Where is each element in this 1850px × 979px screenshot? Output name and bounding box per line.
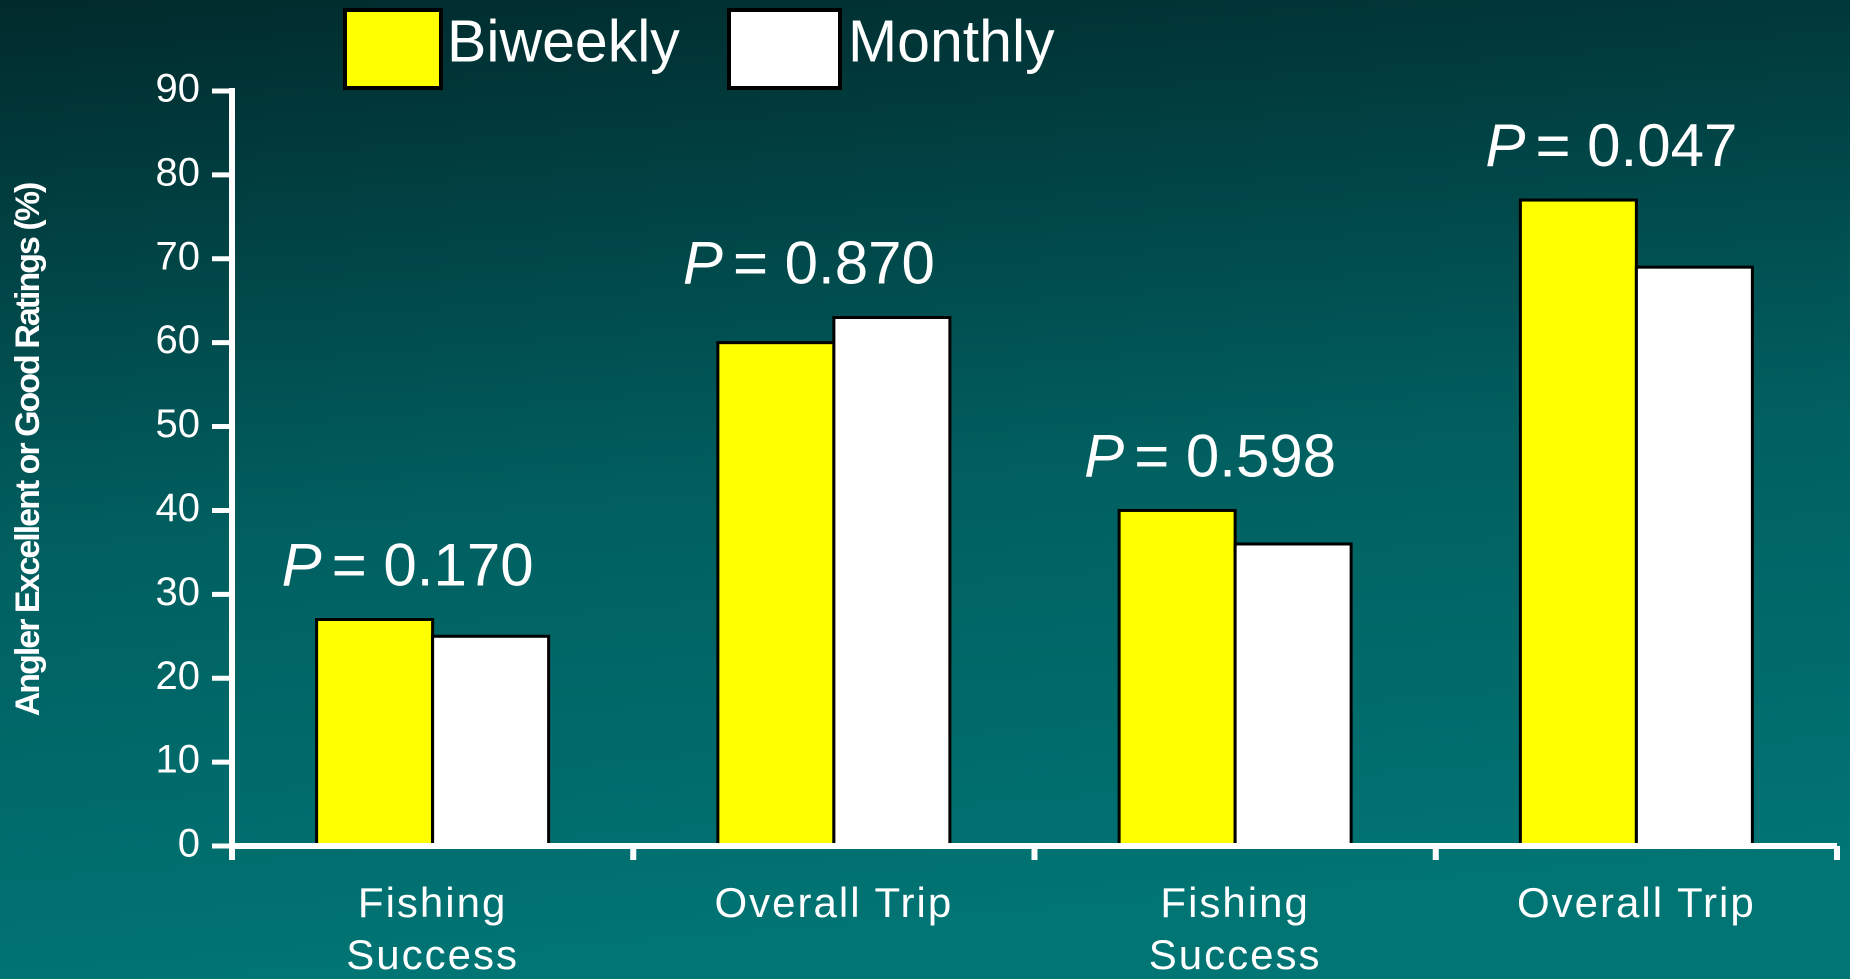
bar [1518,198,1638,848]
annotation: P = 0.598 [1084,422,1336,489]
y-axis-label: Angler Excellent or Good Ratings (%) [9,183,47,716]
x-tick-label: Success [1149,931,1322,978]
bar [1117,508,1237,848]
y-tick-label: 90 [156,67,201,111]
annotation-text: = 0.598 [1134,422,1336,489]
y-tick-label: 60 [156,318,201,362]
x-tick-label: Overall Trip [715,879,954,926]
y-tick-label: 50 [156,402,201,446]
legend-swatch [343,8,443,90]
annotation-p: P [282,531,322,598]
annotation: P = 0.170 [282,531,534,598]
bar [315,618,435,848]
annotation-text: = 0.870 [733,229,935,296]
bar [832,316,952,848]
y-tick-label: 30 [156,570,201,614]
legend-label: Biweekly [447,9,680,75]
annotation: P = 0.870 [683,229,935,296]
y-tick-label: 70 [156,234,201,278]
y-tick-label: 0 [178,822,200,866]
annotation-text: = 0.170 [332,531,534,598]
x-tick-label: Overall Trip [1517,879,1756,926]
y-tick-label: 80 [156,150,201,194]
bar [1634,265,1754,848]
bar [431,634,551,848]
legend-swatch [727,8,842,90]
x-tick-label: Fishing [358,879,507,926]
bar [1233,542,1353,848]
y-tick-label: 20 [156,654,201,698]
y-tick-label: 10 [156,738,201,782]
y-tick-label: 40 [156,486,201,530]
annotation-p: P [1485,112,1525,179]
annotation: P = 0.047 [1485,112,1737,179]
annotation-p: P [683,229,723,296]
annotation-text: = 0.047 [1535,112,1737,179]
legend-label: Monthly [848,9,1055,75]
annotation-p: P [1084,422,1124,489]
x-tick-label: Fishing [1160,879,1309,926]
bar [716,341,836,848]
x-tick-label: Success [346,931,519,978]
